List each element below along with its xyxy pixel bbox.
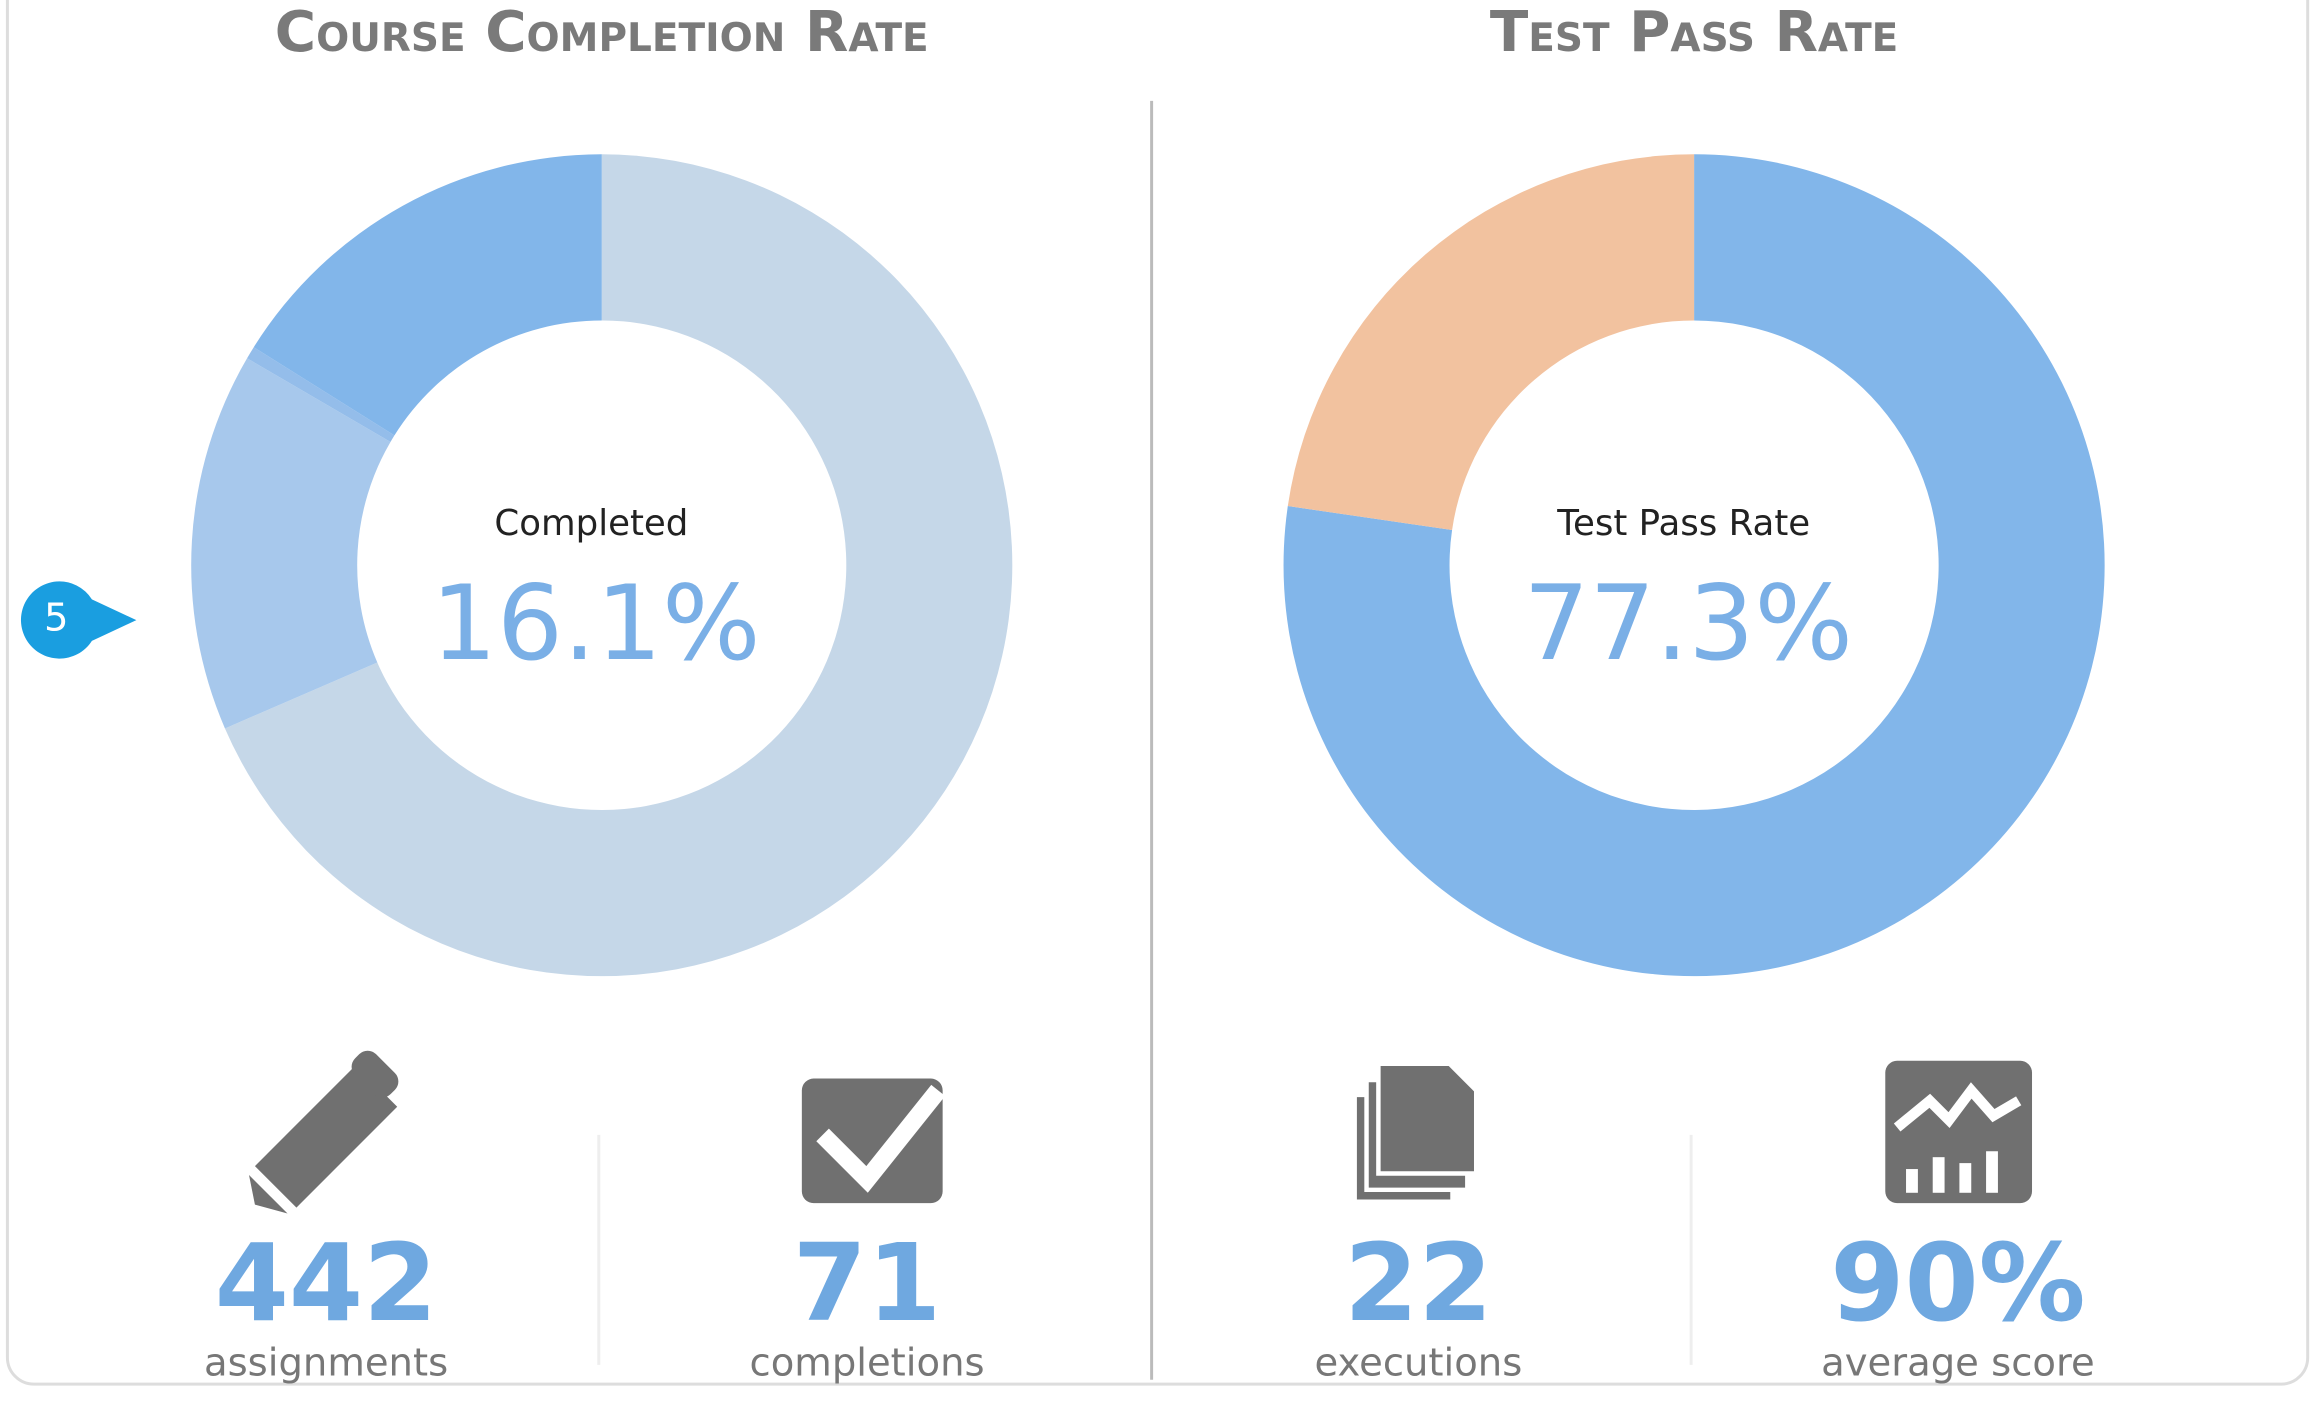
marker-label: 5 [44,596,69,641]
donut-segment [247,347,395,442]
stat-value: 90% [1830,1222,2085,1346]
stat-label: assignments [204,1340,448,1385]
center-value: 77.3% [1523,564,1853,684]
chart-icon [1885,1060,2033,1204]
donut-segment [1287,154,1695,530]
card [5,0,2310,1386]
center-label: Completed [494,503,688,544]
stat-value: 22 [1344,1222,1492,1346]
donut-segment [191,358,391,729]
stat-value: 442 [215,1222,438,1346]
chart-title: Test Pass Rate [1490,0,1898,65]
chart-title: Course Completion Rate [275,0,929,65]
check-icon [801,1078,946,1204]
stat-label: completions [750,1340,985,1385]
files-icon [1352,1061,1479,1204]
center-label: Test Pass Rate [1556,503,1810,544]
donut-segment [224,154,1013,977]
annotation-marker [20,581,137,659]
donut-segment [1283,154,2105,977]
pencil-icon [249,1050,399,1214]
stat-label: executions [1314,1340,1522,1385]
stat-value: 71 [793,1222,941,1346]
donut-segment [253,154,602,436]
center-value: 16.1% [431,564,761,684]
stat-label: average score [1821,1340,2095,1385]
